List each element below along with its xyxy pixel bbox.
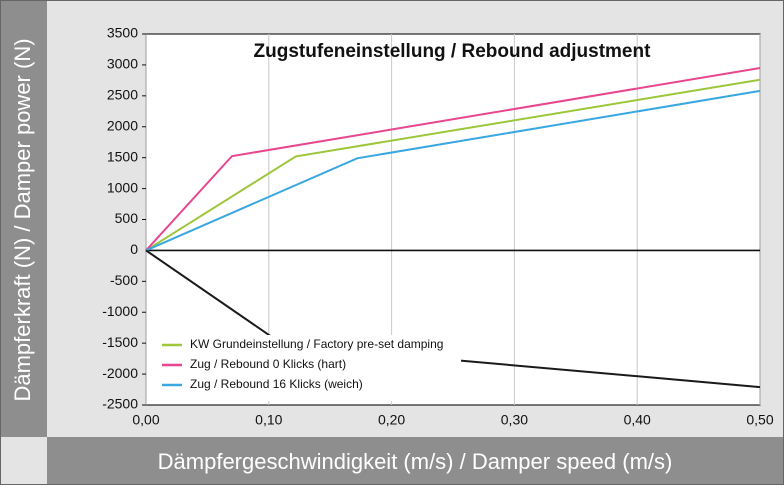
series-line xyxy=(145,78,761,252)
y-tick-label: -2000 xyxy=(102,365,138,381)
legend-label: Zug / Rebound 0 Klicks (hart) xyxy=(190,357,346,371)
chart-title: Zugstufeneinstellung / Rebound adjustmen… xyxy=(254,41,652,62)
x-band xyxy=(47,437,783,484)
y-tick-label: -1500 xyxy=(102,334,138,350)
x-tick-label: 0,30 xyxy=(501,412,528,428)
legend xyxy=(156,335,461,401)
y-tick-label: 3000 xyxy=(107,56,138,72)
y-tick-label: -2500 xyxy=(102,396,138,412)
y-axis-title: Dämpferkraft (N) / Damper power (N) xyxy=(10,38,35,401)
y-tick-label: 500 xyxy=(115,210,139,226)
x-tick-label: 0,20 xyxy=(378,412,405,428)
legend-label: Zug / Rebound 16 Klicks (weich) xyxy=(190,377,363,391)
y-tick-label: 2000 xyxy=(107,117,138,133)
y-tick-label: -1000 xyxy=(102,303,138,319)
x-axis-title: Dämpfergeschwindigkeit (m/s) / Damper sp… xyxy=(158,449,673,474)
y-tick-label: 2500 xyxy=(107,87,138,103)
series-line xyxy=(145,67,761,252)
y-tick-label: 1000 xyxy=(107,179,138,195)
x-tick-label: 0,00 xyxy=(132,412,159,428)
y-tick-label: -500 xyxy=(110,272,138,288)
legend-label: KW Grundeinstellung / Factory pre-set da… xyxy=(190,337,443,351)
y-tick-label: 0 xyxy=(130,241,138,257)
y-band xyxy=(1,1,47,437)
series-line xyxy=(145,89,761,252)
x-tick-label: 0,50 xyxy=(746,412,773,428)
x-tick-label: 0,40 xyxy=(624,412,651,428)
y-tick-label: 1500 xyxy=(107,148,138,164)
x-tick-label: 0,10 xyxy=(255,412,282,428)
y-tick-label: 3500 xyxy=(107,25,138,41)
